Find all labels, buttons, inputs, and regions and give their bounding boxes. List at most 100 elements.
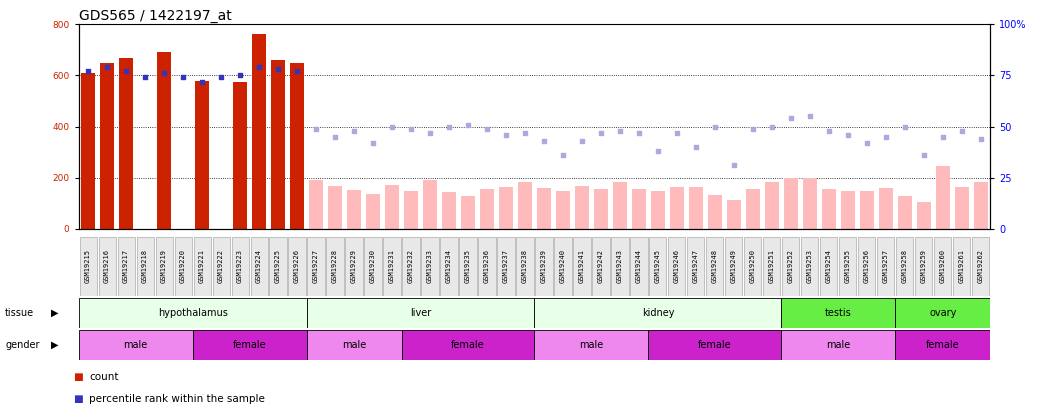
FancyBboxPatch shape <box>479 237 496 296</box>
Text: female: female <box>233 340 266 350</box>
Point <box>536 138 552 144</box>
Bar <box>82 73 94 229</box>
Bar <box>651 191 664 229</box>
Bar <box>784 178 798 229</box>
FancyBboxPatch shape <box>631 237 648 296</box>
FancyBboxPatch shape <box>79 330 193 360</box>
Point <box>858 140 875 146</box>
Text: GSM19226: GSM19226 <box>294 249 300 283</box>
FancyBboxPatch shape <box>307 237 325 296</box>
Point <box>954 128 970 134</box>
Point <box>517 130 533 136</box>
FancyBboxPatch shape <box>915 237 933 296</box>
Bar <box>423 180 437 229</box>
FancyBboxPatch shape <box>440 237 458 296</box>
Text: GSM19216: GSM19216 <box>104 249 110 283</box>
FancyBboxPatch shape <box>706 237 723 296</box>
Text: GSM19251: GSM19251 <box>769 249 774 283</box>
Bar <box>727 200 741 229</box>
Text: GSM19249: GSM19249 <box>730 249 737 283</box>
Text: GSM19253: GSM19253 <box>807 249 813 283</box>
FancyBboxPatch shape <box>821 237 837 296</box>
FancyBboxPatch shape <box>175 237 192 296</box>
Text: hypothalamus: hypothalamus <box>157 308 227 318</box>
Bar <box>955 188 968 229</box>
Text: GSM19223: GSM19223 <box>237 249 243 283</box>
Bar <box>405 191 418 229</box>
Point <box>896 123 913 130</box>
Point <box>821 128 837 134</box>
Text: GSM19252: GSM19252 <box>788 249 794 283</box>
FancyBboxPatch shape <box>554 237 571 296</box>
Bar <box>842 191 854 229</box>
Bar <box>879 188 893 229</box>
Point <box>421 130 438 136</box>
Point <box>554 152 571 158</box>
Point <box>156 70 173 77</box>
Point <box>498 132 515 138</box>
Text: male: male <box>342 340 366 350</box>
Text: percentile rank within the sample: percentile rank within the sample <box>89 394 265 404</box>
Text: GSM19243: GSM19243 <box>617 249 623 283</box>
Bar <box>632 190 646 229</box>
FancyBboxPatch shape <box>896 237 914 296</box>
Bar <box>101 64 114 229</box>
Text: GSM19215: GSM19215 <box>85 249 91 283</box>
FancyBboxPatch shape <box>669 237 685 296</box>
Point <box>669 130 685 136</box>
Text: GSM19248: GSM19248 <box>712 249 718 283</box>
Text: GSM19236: GSM19236 <box>484 249 490 283</box>
FancyBboxPatch shape <box>117 237 134 296</box>
Bar <box>234 82 246 229</box>
FancyBboxPatch shape <box>782 330 895 360</box>
Point <box>687 144 704 150</box>
FancyBboxPatch shape <box>611 237 629 296</box>
Text: GSM19246: GSM19246 <box>674 249 680 283</box>
Text: male: male <box>580 340 604 350</box>
Point <box>384 123 400 130</box>
Text: GSM19232: GSM19232 <box>408 249 414 283</box>
Point <box>839 132 856 138</box>
FancyBboxPatch shape <box>346 237 363 296</box>
Text: GSM19217: GSM19217 <box>123 249 129 283</box>
FancyBboxPatch shape <box>763 237 781 296</box>
Bar <box>708 195 722 229</box>
Bar <box>823 189 835 229</box>
Text: GSM19224: GSM19224 <box>256 249 262 283</box>
FancyBboxPatch shape <box>384 237 400 296</box>
Text: GDS565 / 1422197_at: GDS565 / 1422197_at <box>79 9 232 23</box>
Bar <box>367 194 379 229</box>
FancyBboxPatch shape <box>288 237 306 296</box>
Text: GSM19237: GSM19237 <box>503 249 509 283</box>
Bar <box>690 187 702 229</box>
FancyBboxPatch shape <box>973 237 989 296</box>
Text: GSM19241: GSM19241 <box>578 249 585 283</box>
FancyBboxPatch shape <box>213 237 230 296</box>
Bar <box>195 81 209 229</box>
Point <box>764 123 781 130</box>
FancyBboxPatch shape <box>498 237 515 296</box>
FancyBboxPatch shape <box>327 237 344 296</box>
Point <box>99 64 115 70</box>
Text: GSM19235: GSM19235 <box>465 249 471 283</box>
Bar <box>386 185 398 229</box>
FancyBboxPatch shape <box>136 237 154 296</box>
Text: GSM19254: GSM19254 <box>826 249 832 283</box>
FancyBboxPatch shape <box>269 237 286 296</box>
Bar <box>613 182 627 229</box>
Text: GSM19240: GSM19240 <box>560 249 566 283</box>
Text: GSM19231: GSM19231 <box>389 249 395 283</box>
Point <box>402 126 419 132</box>
Text: GSM19239: GSM19239 <box>541 249 547 283</box>
Point <box>877 134 894 140</box>
Bar <box>157 52 171 229</box>
Bar <box>917 202 931 229</box>
Text: tissue: tissue <box>5 308 35 318</box>
FancyBboxPatch shape <box>687 237 704 296</box>
FancyBboxPatch shape <box>365 237 381 296</box>
Text: GSM19261: GSM19261 <box>959 249 965 283</box>
Text: GSM19227: GSM19227 <box>313 249 319 283</box>
Bar <box>461 196 475 229</box>
Bar <box>119 58 133 229</box>
Text: GSM19228: GSM19228 <box>332 249 339 283</box>
